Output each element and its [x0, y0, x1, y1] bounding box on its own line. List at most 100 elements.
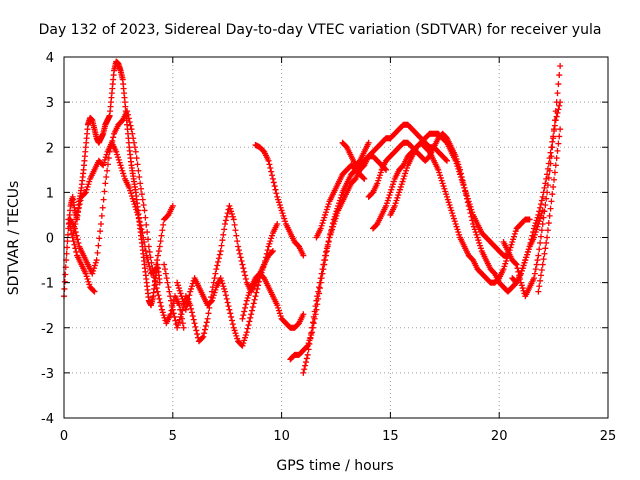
data-point — [140, 234, 147, 241]
data-point — [134, 161, 141, 168]
data-point — [388, 186, 395, 193]
x-axis-title: GPS time / hours — [276, 458, 393, 474]
data-point — [100, 196, 107, 203]
data-point — [269, 172, 276, 179]
data-point — [453, 155, 460, 162]
data-point — [323, 245, 330, 252]
data-point — [316, 285, 323, 292]
data-point — [64, 244, 71, 251]
data-point — [374, 180, 381, 187]
data-point — [189, 313, 196, 320]
data-point — [324, 241, 331, 248]
data-point — [276, 202, 283, 209]
y-tick-label: 2 — [46, 141, 54, 156]
data-point — [323, 206, 330, 213]
data-point — [166, 288, 173, 295]
data-point — [300, 311, 307, 318]
data-point — [164, 279, 171, 286]
data-point — [539, 261, 546, 268]
data-point — [146, 263, 153, 270]
data-point — [155, 248, 162, 255]
data-point — [97, 220, 104, 227]
data-point — [139, 229, 146, 236]
data-point — [475, 237, 482, 244]
data-point — [113, 148, 120, 155]
data-point — [156, 243, 163, 250]
data-point — [279, 210, 286, 217]
data-point — [534, 257, 541, 264]
data-point — [553, 113, 560, 120]
data-point — [538, 266, 545, 273]
data-point — [138, 191, 145, 198]
data-point — [239, 342, 246, 349]
data-point — [524, 251, 531, 258]
data-point — [397, 183, 404, 190]
data-point — [453, 223, 460, 230]
data-point — [104, 167, 111, 174]
series-seg-f — [174, 220, 281, 349]
data-point — [191, 320, 198, 327]
data-point — [274, 193, 281, 200]
data-point — [541, 250, 548, 257]
data-point — [460, 181, 467, 188]
data-point — [476, 239, 483, 246]
data-point — [302, 359, 309, 366]
data-point — [208, 297, 215, 304]
data-point — [330, 220, 337, 227]
data-point — [167, 311, 174, 318]
data-point — [212, 286, 219, 293]
data-point — [549, 144, 556, 151]
data-point — [309, 324, 316, 331]
data-point — [151, 277, 158, 284]
data-point — [259, 266, 266, 273]
data-point — [540, 256, 547, 263]
data-point — [520, 262, 527, 269]
data-point — [301, 366, 308, 373]
data-point — [550, 135, 557, 142]
data-point — [168, 302, 175, 309]
data-point — [102, 180, 109, 187]
data-point — [319, 220, 326, 227]
data-point — [322, 248, 329, 255]
series-seg-b — [67, 108, 187, 331]
data-point — [124, 111, 131, 118]
data-point — [261, 261, 268, 268]
data-point — [361, 175, 368, 182]
data-point — [240, 340, 247, 347]
data-point — [556, 72, 563, 79]
y-tick-label: -2 — [41, 322, 54, 337]
data-point — [160, 312, 167, 319]
data-point — [519, 285, 526, 292]
data-point — [99, 204, 106, 211]
data-point — [93, 257, 100, 264]
data-point — [462, 188, 469, 195]
data-point — [155, 252, 162, 259]
data-point — [82, 189, 89, 196]
y-tick-label: -4 — [41, 412, 54, 427]
data-point — [253, 289, 260, 296]
series-seg-q — [500, 63, 564, 300]
data-point — [161, 261, 168, 268]
series-seg-g — [239, 270, 307, 331]
data-point — [144, 256, 151, 263]
data-point — [394, 194, 401, 201]
data-point — [192, 323, 199, 330]
data-point — [400, 175, 407, 182]
data-point — [139, 196, 146, 203]
data-point — [557, 126, 564, 133]
data-point — [391, 202, 398, 209]
data-point — [242, 304, 249, 311]
data-point — [130, 135, 137, 142]
data-point — [227, 205, 234, 212]
data-point — [303, 355, 310, 362]
data-point — [326, 234, 333, 241]
data-point — [135, 215, 142, 222]
data-point — [130, 198, 137, 205]
data-point — [282, 218, 289, 225]
data-point — [86, 178, 93, 185]
data-point — [73, 216, 80, 223]
data-point — [234, 335, 241, 342]
data-point — [544, 171, 551, 178]
data-point — [540, 214, 547, 221]
data-point — [255, 282, 262, 289]
